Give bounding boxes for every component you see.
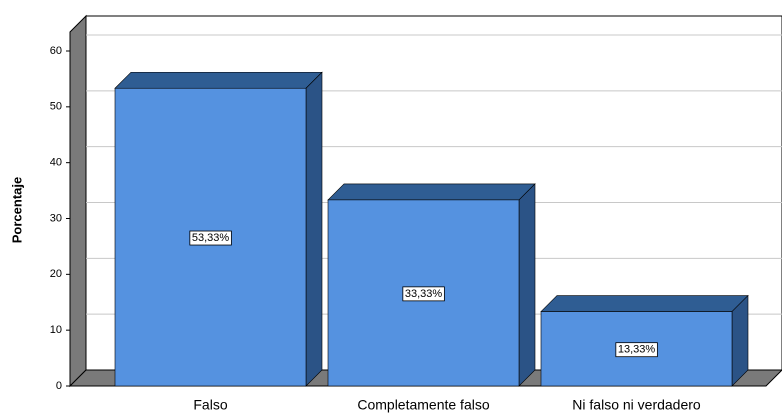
side-wall <box>69 14 87 388</box>
bar-top <box>327 183 536 201</box>
bar-top <box>114 71 323 89</box>
bar-top <box>540 295 749 312</box>
y-tick-label: 10 <box>50 324 62 336</box>
y-tick-label: 40 <box>50 157 62 169</box>
y-tick-label: 30 <box>50 212 62 224</box>
value-label: 13,33% <box>618 344 656 356</box>
y-axis-label: Porcentaje <box>9 177 24 243</box>
bar <box>327 183 536 387</box>
value-label: 33,33% <box>405 288 443 300</box>
x-tick-label: Completamente falso <box>357 397 490 413</box>
bar-side <box>731 294 749 387</box>
y-tick-label: 60 <box>50 45 62 57</box>
value-label-box <box>402 286 445 302</box>
y-tick-label: 50 <box>50 101 62 113</box>
x-tick-label: Falso <box>193 397 227 413</box>
y-tick-label: 0 <box>56 380 62 392</box>
value-label-box <box>189 230 232 246</box>
bar <box>114 71 323 387</box>
bar <box>540 294 749 387</box>
value-label: 53,33% <box>192 232 230 244</box>
y-tick-label: 20 <box>50 268 62 280</box>
bar-side <box>305 71 323 387</box>
value-label-box <box>615 342 658 358</box>
bar-side <box>518 183 536 387</box>
x-tick-label: Ni falso ni verdadero <box>572 397 701 413</box>
